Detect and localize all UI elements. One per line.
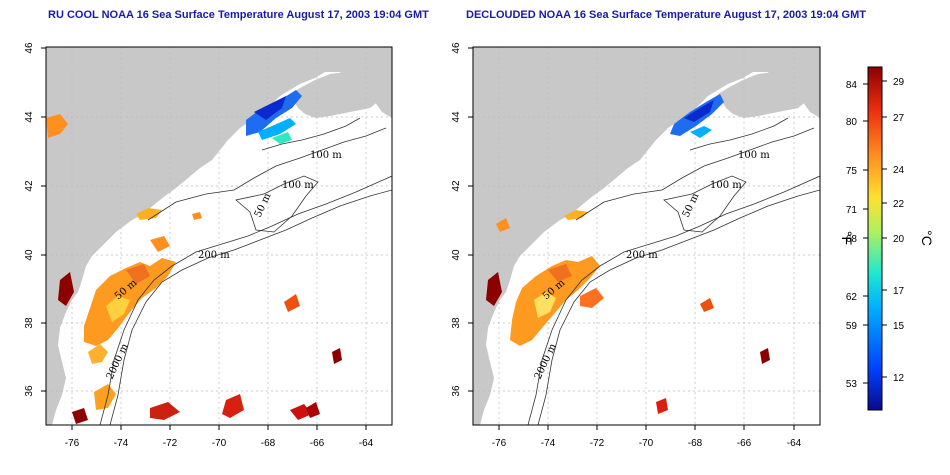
fahrenheit-tick: 68 xyxy=(846,234,858,245)
contour-label: 100 m xyxy=(738,150,770,161)
contour-label: 200 m xyxy=(198,250,230,261)
celsius-tick: 12 xyxy=(893,373,905,384)
lat-tick-label: 46 xyxy=(24,42,35,54)
contour-label: 100 m xyxy=(710,180,742,191)
lat-tick-label: 42 xyxy=(451,180,462,192)
lat-tick-label: 46 xyxy=(451,42,462,54)
fahrenheit-tick: 62 xyxy=(846,292,858,303)
lon-tick-label: -68 xyxy=(688,438,703,449)
lon-tick-label: -74 xyxy=(541,438,556,449)
right-contours xyxy=(527,117,820,425)
lon-tick-label: -74 xyxy=(114,438,129,449)
lat-tick-label: 36 xyxy=(24,385,35,397)
right-nova-scotia xyxy=(718,72,808,118)
left-contours xyxy=(99,117,392,425)
lat-tick-label: 40 xyxy=(24,249,35,261)
right-sst-data xyxy=(486,94,770,414)
lon-tick-label: -68 xyxy=(261,438,276,449)
right-grid xyxy=(473,47,820,425)
fahrenheit-tick: 80 xyxy=(846,117,858,128)
lat-tick-label: 42 xyxy=(24,180,35,192)
lon-tick-label: -70 xyxy=(212,438,227,449)
left-sst-data xyxy=(46,90,342,424)
lon-tick-label: -76 xyxy=(492,438,507,449)
celsius-tick: 17 xyxy=(893,286,905,297)
fahrenheit-tick: 75 xyxy=(846,166,858,177)
contour-label: 100 m xyxy=(310,150,342,161)
celsius-tick: 20 xyxy=(893,234,905,245)
lat-tick-label: 44 xyxy=(24,111,35,123)
lat-tick-label: 38 xyxy=(24,317,35,329)
contour-label: 200 m xyxy=(626,250,658,261)
fahrenheit-tick: 59 xyxy=(846,321,858,332)
right-map-panel: 100 m 100 m 50 m 200 m 50 m 2000 m -76 -… xyxy=(451,42,821,449)
lon-tick-label: -64 xyxy=(787,438,802,449)
lat-tick-label: 36 xyxy=(451,385,462,397)
lon-tick-label: -66 xyxy=(737,438,752,449)
left-map-title: RU COOL NOAA 16 Sea Surface Temperature … xyxy=(48,9,429,21)
contour-label: 100 m xyxy=(282,180,314,191)
lat-tick-label: 38 xyxy=(451,317,462,329)
lon-tick-label: -66 xyxy=(310,438,325,449)
left-nova-scotia xyxy=(290,72,380,118)
left-map-panel: 100 m 100 m 50 m 200 m 50 m 2000 m -76 -… xyxy=(24,42,393,449)
celsius-tick: 27 xyxy=(893,113,905,124)
contour-label: 2000 m xyxy=(105,342,131,382)
celsius-tick: 24 xyxy=(893,165,905,176)
lat-tick-label: 44 xyxy=(451,111,462,123)
right-land xyxy=(473,47,820,425)
temperature-colorbar: 84 80 75 71 68 62 59 53 29 27 24 22 20 1… xyxy=(839,66,935,411)
left-land xyxy=(46,47,392,425)
fahrenheit-tick: 71 xyxy=(846,205,858,216)
fahrenheit-tick: 84 xyxy=(846,80,858,91)
left-grid xyxy=(46,47,392,425)
lon-tick-label: -70 xyxy=(639,438,654,449)
lon-tick-label: -72 xyxy=(163,438,178,449)
celsius-tick: 22 xyxy=(893,199,905,210)
celsius-tick: 15 xyxy=(893,321,905,332)
lon-tick-label: -72 xyxy=(590,438,605,449)
lat-tick-label: 40 xyxy=(451,249,462,261)
contour-label: 2000 m xyxy=(533,342,559,382)
celsius-tick: 29 xyxy=(893,77,905,88)
lon-tick-label: -76 xyxy=(65,438,80,449)
fahrenheit-tick: 53 xyxy=(846,379,858,390)
lon-tick-label: -64 xyxy=(359,438,374,449)
right-map-title: DECLOUDED NOAA 16 Sea Surface Temperatur… xyxy=(466,9,866,21)
colorbar-gradient xyxy=(867,66,883,411)
celsius-unit-label: °C xyxy=(919,230,935,246)
fahrenheit-unit-label: °F xyxy=(839,231,855,245)
